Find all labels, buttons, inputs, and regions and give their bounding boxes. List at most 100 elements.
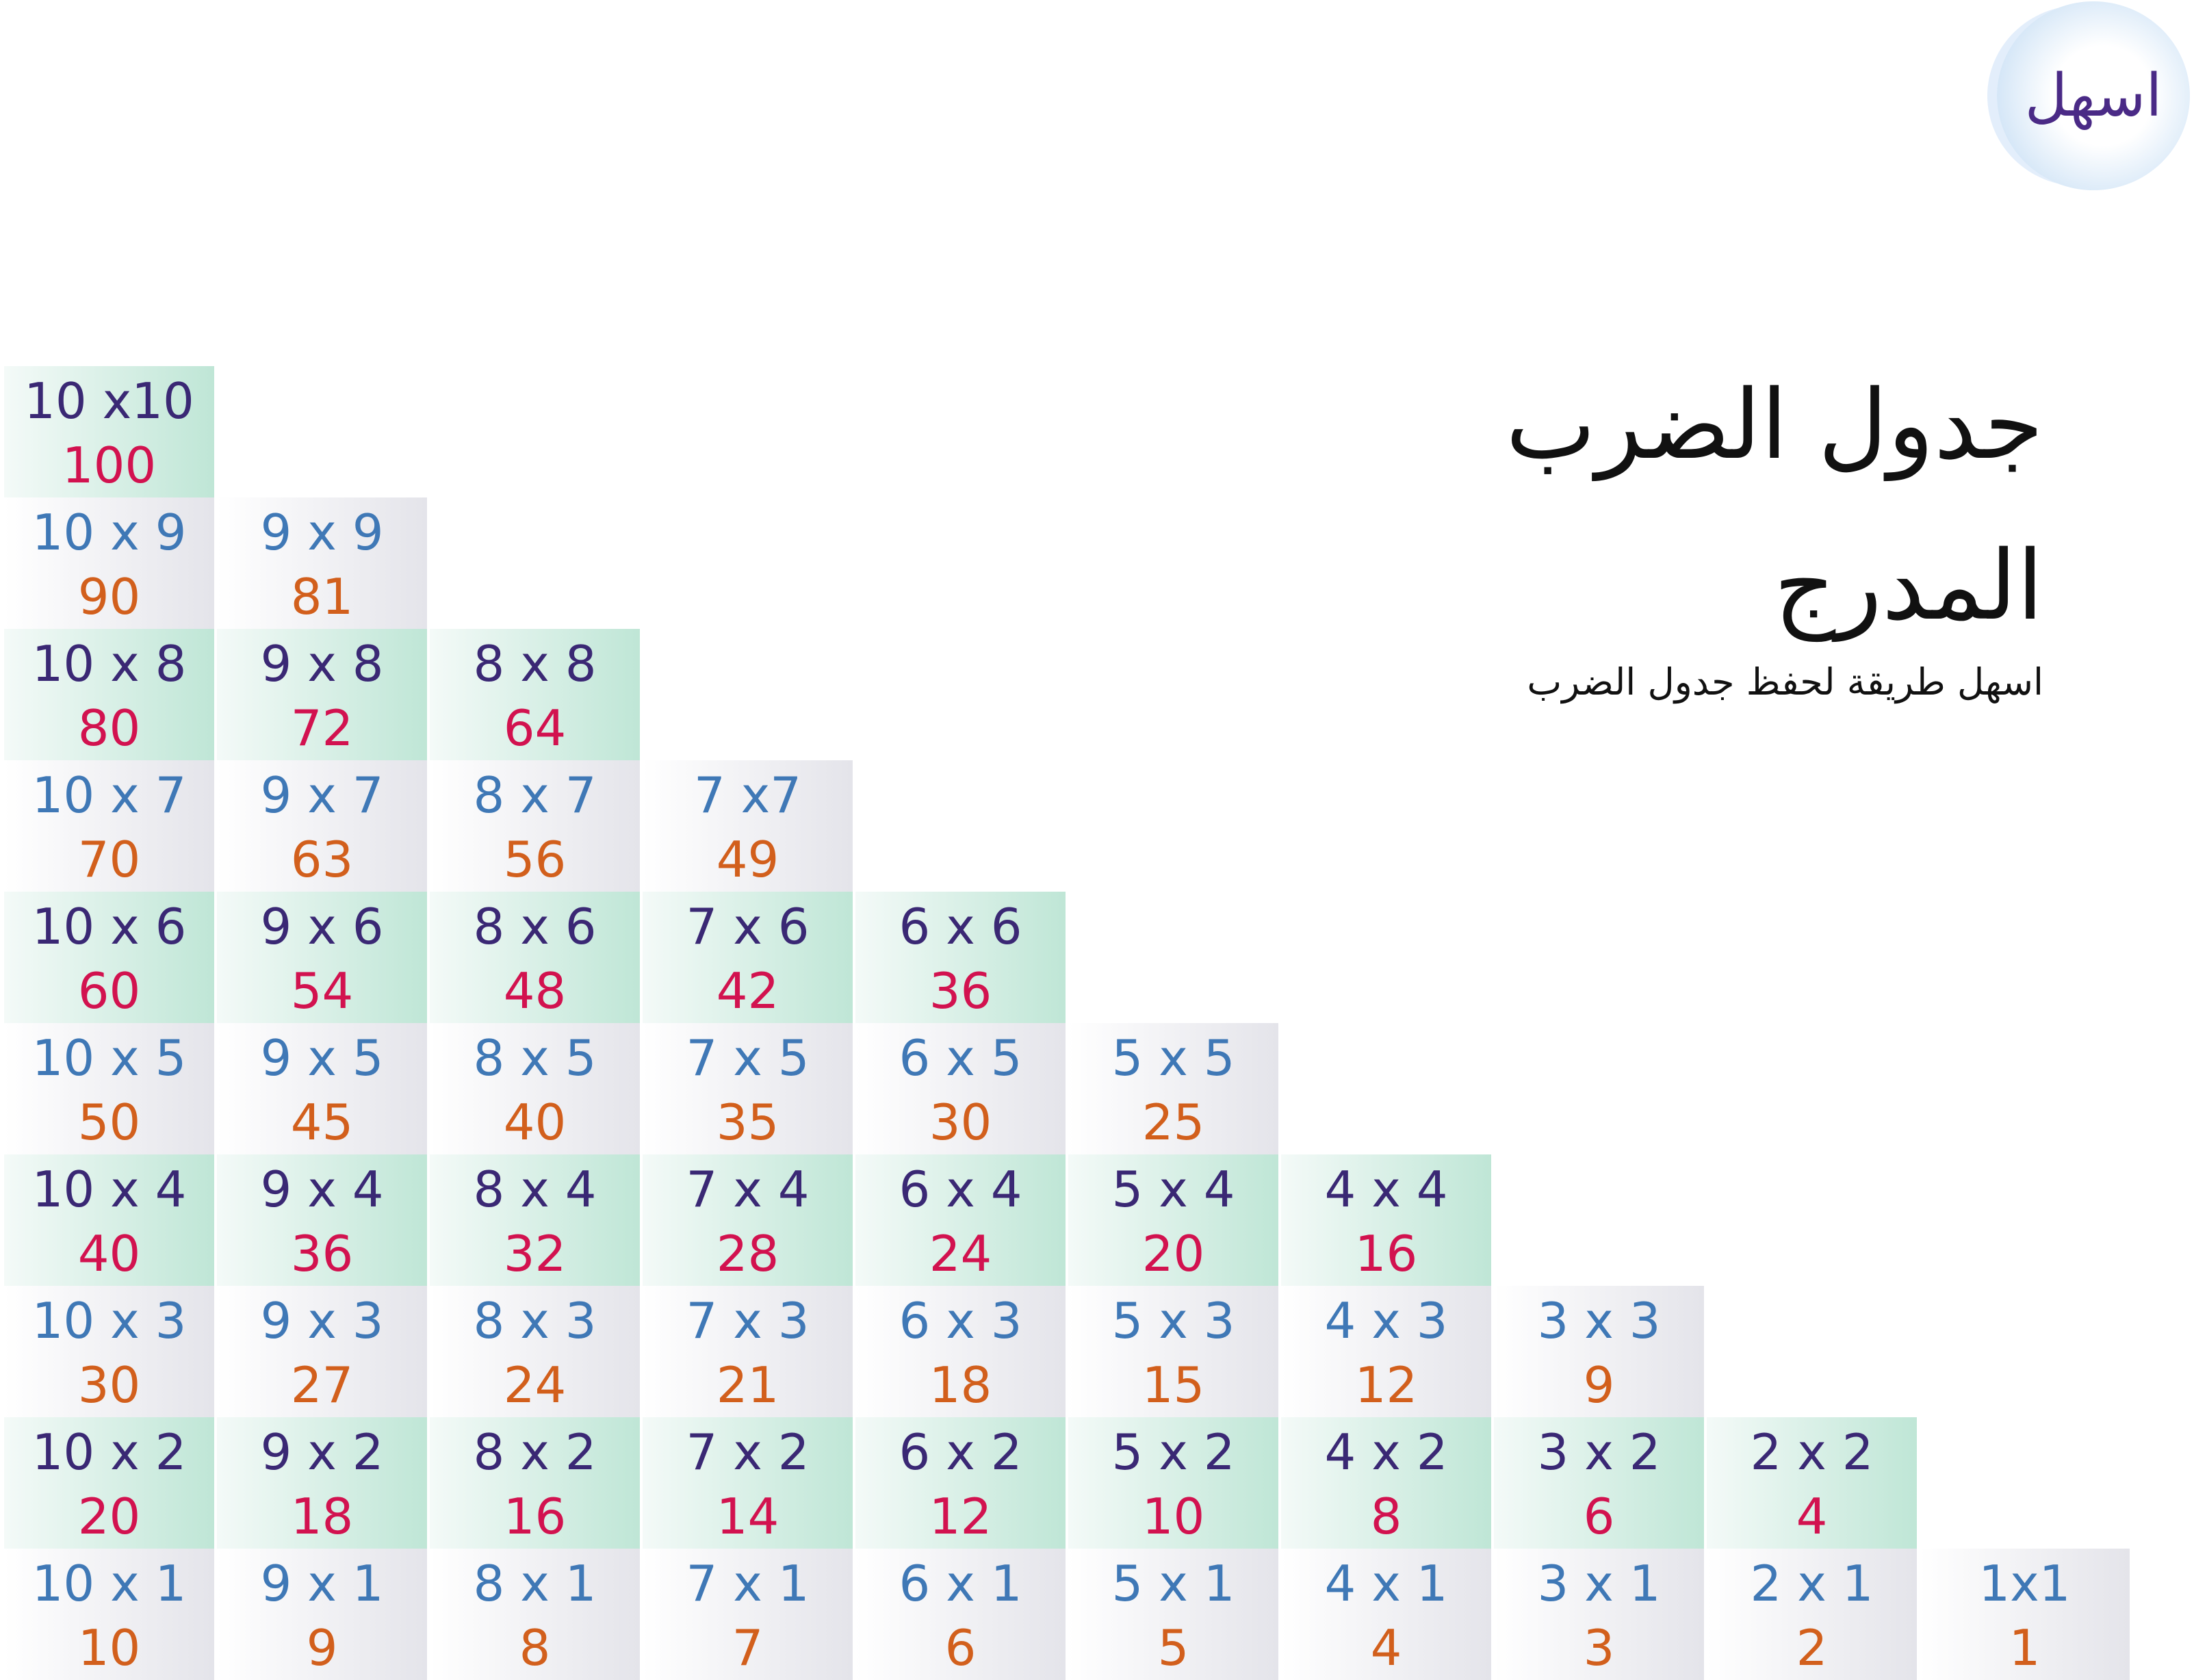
table-cell: 6 x 2 12 <box>855 1417 1066 1549</box>
table-cell: 5 x 4 20 <box>1068 1154 1278 1286</box>
cell-label: 9 x 1 <box>260 1555 384 1612</box>
cell-value: 8 <box>519 1619 551 1677</box>
cell-value: 4 <box>1796 1488 1828 1545</box>
table-cell: 10 x 1 10 <box>4 1549 214 1680</box>
table-cell: 9 x 3 27 <box>217 1286 427 1417</box>
cell-value: 20 <box>1141 1225 1205 1282</box>
cell-value: 24 <box>503 1356 567 1414</box>
cell-value: 6 <box>1583 1488 1615 1545</box>
table-cell: 6 x 4 24 <box>855 1154 1066 1286</box>
table-cell: 9 x 9 81 <box>217 497 427 629</box>
logo: اسهل <box>1997 1 2190 190</box>
cell-value: 7 <box>732 1619 764 1677</box>
table-cell: 10 x 8 80 <box>4 629 214 760</box>
cell-label: 5 x 5 <box>1111 1029 1235 1087</box>
table-cell: 7 x 6 42 <box>643 892 853 1023</box>
cell-label: 9 x 3 <box>260 1292 384 1349</box>
cell-label: 6 x 4 <box>899 1161 1022 1218</box>
table-cell: 7 x 5 35 <box>643 1023 853 1154</box>
cell-label: 6 x 6 <box>899 898 1022 955</box>
cell-label: 8 x 5 <box>473 1029 597 1087</box>
table-cell: 1x1 1 <box>1920 1549 2130 1680</box>
cell-label: 10 x 3 <box>31 1292 187 1349</box>
table-cell: 9 x 8 72 <box>217 629 427 760</box>
table-cell: 7 x 1 7 <box>643 1549 853 1680</box>
table-cell: 8 x 6 48 <box>430 892 640 1023</box>
cell-value: 10 <box>77 1619 141 1677</box>
cell-value: 63 <box>290 831 354 888</box>
table-cell: 9 x 2 18 <box>217 1417 427 1549</box>
cell-value: 80 <box>77 699 141 757</box>
title-line: جدول الضرب <box>1506 370 2043 481</box>
cell-value: 36 <box>929 962 992 1020</box>
table-cell: 9 x 7 63 <box>217 760 427 892</box>
cell-value: 70 <box>77 831 141 888</box>
cell-value: 60 <box>77 962 141 1020</box>
cell-value: 9 <box>1583 1356 1615 1414</box>
cell-label: 8 x 3 <box>473 1292 597 1349</box>
cell-label: 5 x 2 <box>1111 1423 1235 1481</box>
cell-value: 20 <box>77 1488 141 1545</box>
cell-label: 8 x 4 <box>473 1161 597 1218</box>
cell-label: 7 x 4 <box>686 1161 810 1218</box>
cell-label: 9 x 9 <box>260 504 384 561</box>
table-cell: 8 x 5 40 <box>430 1023 640 1154</box>
table-cell: 5 x 1 5 <box>1068 1549 1278 1680</box>
cell-value: 18 <box>929 1356 992 1414</box>
table-cell: 6 x 3 18 <box>855 1286 1066 1417</box>
cell-value: 12 <box>1354 1356 1418 1414</box>
table-cell: 10 x 3 30 <box>4 1286 214 1417</box>
cell-label: 2 x 1 <box>1750 1555 1874 1612</box>
table-cell: 9 x 6 54 <box>217 892 427 1023</box>
cell-value: 9 <box>306 1619 338 1677</box>
cell-value: 40 <box>77 1225 141 1282</box>
cell-value: 18 <box>290 1488 354 1545</box>
table-cell: 8 x 7 56 <box>430 760 640 892</box>
cell-value: 16 <box>503 1488 567 1545</box>
table-cell: 4 x 3 12 <box>1281 1286 1491 1417</box>
cell-value: 42 <box>716 962 779 1020</box>
table-cell: 5 x 3 15 <box>1068 1286 1278 1417</box>
cell-value: 36 <box>290 1225 354 1282</box>
cell-label: 9 x 5 <box>260 1029 384 1087</box>
table-cell: 4 x 2 8 <box>1281 1417 1491 1549</box>
cell-label: 5 x 3 <box>1111 1292 1235 1349</box>
cell-value: 32 <box>503 1225 567 1282</box>
cell-value: 15 <box>1141 1356 1205 1414</box>
cell-value: 30 <box>77 1356 141 1414</box>
cell-label: 10 x 9 <box>31 504 187 561</box>
cell-label: 8 x 6 <box>473 898 597 955</box>
cell-label: 8 x 8 <box>473 635 597 693</box>
cell-value: 54 <box>290 962 354 1020</box>
cell-value: 6 <box>944 1619 977 1677</box>
cell-label: 10 x 4 <box>31 1161 187 1218</box>
subtitle: اسهل طريقة لحفظ جدول الضرب <box>1527 660 2043 703</box>
table-cell: 10 x 9 90 <box>4 497 214 629</box>
cell-label: 6 x 2 <box>899 1423 1022 1481</box>
cell-value: 30 <box>929 1094 992 1151</box>
cell-label: 10 x 2 <box>31 1423 187 1481</box>
cell-label: 9 x 7 <box>260 766 384 824</box>
table-cell: 10 x 2 20 <box>4 1417 214 1549</box>
cell-label: 9 x 8 <box>260 635 384 693</box>
cell-value: 1 <box>2009 1619 2041 1677</box>
table-cell: 10 x 4 40 <box>4 1154 214 1286</box>
cell-value: 10 <box>1141 1488 1205 1545</box>
cell-label: 10 x 5 <box>31 1029 187 1087</box>
table-cell: 10 x 7 70 <box>4 760 214 892</box>
table-cell: 7 x 3 21 <box>643 1286 853 1417</box>
cell-label: 8 x 1 <box>473 1555 597 1612</box>
table-cell: 4 x 1 4 <box>1281 1549 1491 1680</box>
cell-label: 3 x 1 <box>1537 1555 1661 1612</box>
cell-value: 56 <box>503 831 567 888</box>
cell-value: 100 <box>62 437 157 494</box>
cell-value: 49 <box>716 831 779 888</box>
table-cell: 3 x 2 6 <box>1494 1417 1704 1549</box>
cell-value: 64 <box>503 699 567 757</box>
cell-value: 8 <box>1370 1488 1402 1545</box>
cell-label: 4 x 3 <box>1324 1292 1448 1349</box>
cell-value: 35 <box>716 1094 779 1151</box>
table-cell: 7 x 4 28 <box>643 1154 853 1286</box>
cell-value: 16 <box>1354 1225 1418 1282</box>
cell-label: 5 x 4 <box>1111 1161 1235 1218</box>
